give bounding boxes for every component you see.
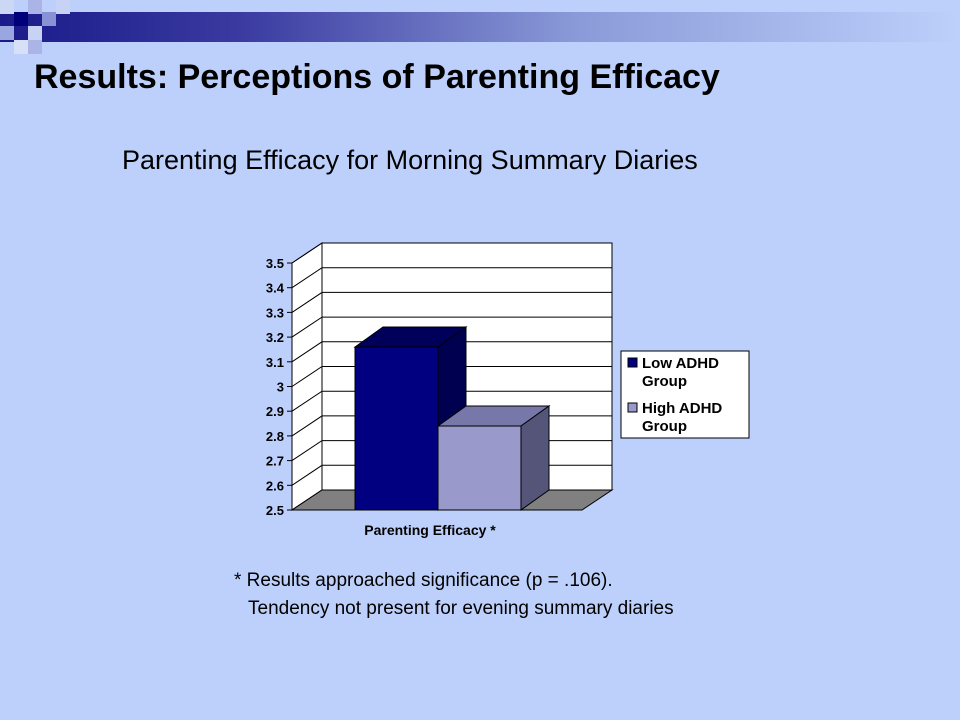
gridline [291,291,612,313]
legend-swatch-1 [627,402,638,413]
y-tick-label: 2.6 [266,478,284,493]
y-tick-label: 2.5 [266,503,284,518]
gridline [291,242,612,264]
square-light [28,40,42,54]
bar-0 [354,346,439,511]
bar-1 [437,425,522,511]
x-category-label: Parenting Efficacy * [364,522,496,538]
square-light [56,0,70,14]
y-tick-label: 3.4 [266,281,285,296]
legend-box [620,350,750,439]
y-tick-label: 3.3 [266,305,284,320]
square-mid [42,12,56,26]
square-light [14,40,28,54]
y-tick-label: 3 [277,380,284,395]
gridline [291,390,612,412]
y-tick-label: 2.7 [266,454,284,469]
square-light [28,0,42,14]
legend-label-0-line1: Low ADHD [642,355,719,372]
y-tick-label: 2.9 [266,404,284,419]
gridline [291,341,612,363]
gridline [291,366,612,387]
y-tick-label: 3.1 [266,355,284,370]
square-light [28,26,42,40]
decorative-squares [0,0,80,60]
gridline [291,316,612,338]
page-title: Results: Perceptions of Parenting Effica… [34,58,720,96]
gridline [291,267,612,289]
y-tick-label: 2.8 [266,429,284,444]
square-dark [14,12,28,26]
chart-subtitle: Parenting Efficacy for Morning Summary D… [122,145,698,175]
square-light [0,26,14,40]
y-tick-label: 3.5 [266,256,284,271]
significance-note: * Results approached significance (p = .… [234,570,613,591]
header-band [0,12,960,42]
tendency-note: Tendency not present for evening summary… [248,598,674,619]
square-light [0,0,14,14]
legend-swatch-0 [627,357,638,368]
legend-label-0-line2: Group [642,373,687,390]
legend-label-1-line1: High ADHD [642,400,722,417]
y-tick-label: 3.2 [266,330,284,345]
legend-label-1-line2: Group [642,418,687,435]
